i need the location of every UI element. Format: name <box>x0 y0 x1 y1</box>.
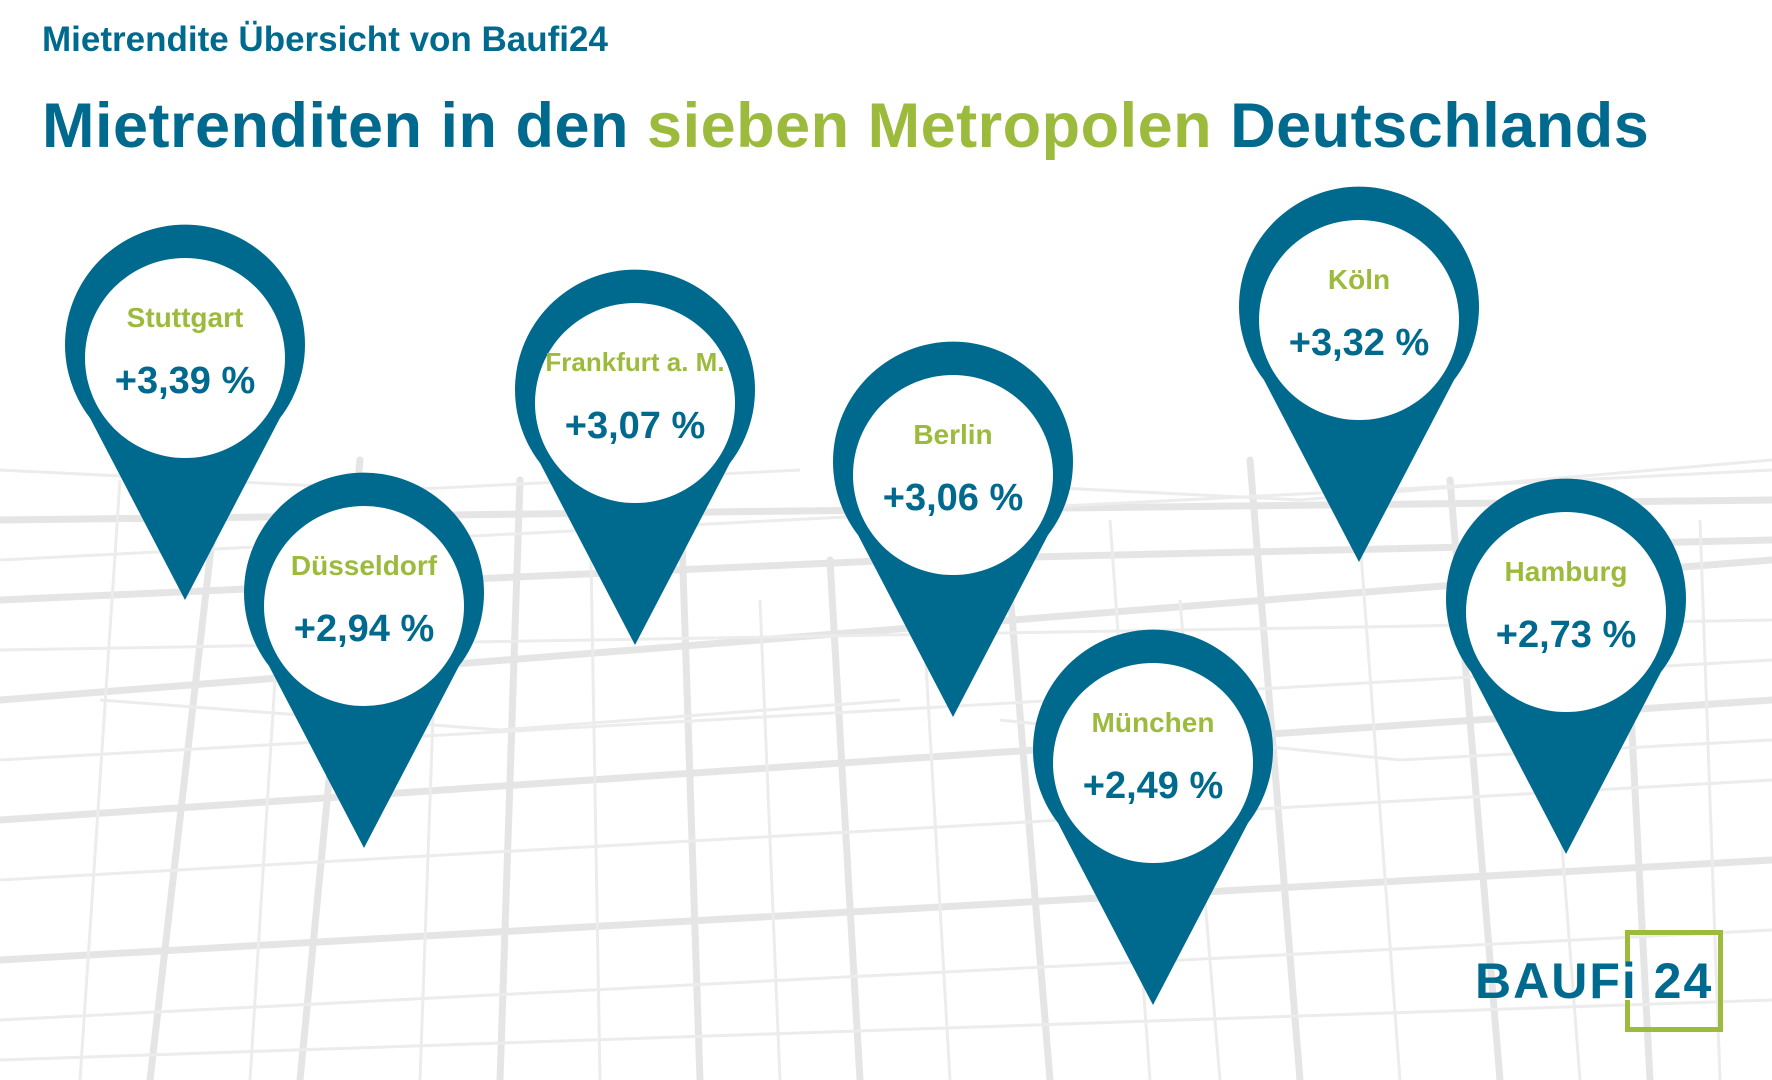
logo-frame-left-bottom <box>1625 1000 1630 1032</box>
pin-berlin: Berlin +3,06 % <box>833 341 1073 717</box>
pin-duesseldorf: Düsseldorf +2,94 % <box>244 472 484 848</box>
title-part2: Deutschlands <box>1230 91 1650 161</box>
logo-frame-left-top <box>1625 930 1630 962</box>
pin-city: Düsseldorf <box>290 550 438 581</box>
map-pin-icon <box>833 341 1073 717</box>
pin-hamburg: Hamburg +2,73 % <box>1446 478 1686 854</box>
pin-city: Frankfurt a. M. <box>545 347 725 377</box>
pin-value: +3,39 % <box>114 360 256 402</box>
logo-text: BAUFi 24 <box>1475 953 1714 1009</box>
map-pin-icon <box>65 224 305 600</box>
map-pin-icon <box>244 472 484 848</box>
title-part1: Mietrenditen in den <box>42 91 630 161</box>
baufi24-logo: BAUFi 24 <box>1475 930 1725 1035</box>
subtitle: Mietrendite Übersicht von Baufi24 <box>42 20 608 59</box>
map-pin-icon <box>1033 629 1273 1005</box>
pin-frankfurt: Frankfurt a. M. +3,07 % <box>515 269 755 645</box>
title-highlight: sieben Metropolen <box>647 91 1213 161</box>
pin-muenchen: München +2,49 % <box>1033 629 1273 1005</box>
pin-value: +3,06 % <box>882 477 1024 519</box>
pin-koeln: Köln +3,32 % <box>1239 186 1479 562</box>
pin-value: +3,32 % <box>1288 322 1430 364</box>
pin-value: +3,07 % <box>564 405 706 447</box>
map-pin-icon <box>515 269 755 645</box>
map-pin-icon <box>1239 186 1479 562</box>
pin-value: +2,49 % <box>1082 765 1224 807</box>
pin-city: Köln <box>1327 264 1391 295</box>
pin-stuttgart: Stuttgart +3,39 % <box>65 224 305 600</box>
pin-value: +2,94 % <box>293 608 435 650</box>
pin-city: München <box>1091 707 1215 738</box>
page-title: Mietrenditen in den sieben Metropolen De… <box>42 90 1649 162</box>
pin-city: Hamburg <box>1504 556 1628 587</box>
pin-value: +2,73 % <box>1495 614 1637 656</box>
pin-city: Stuttgart <box>126 302 244 333</box>
logo-frame <box>1625 930 1723 1032</box>
map-pin-icon <box>1446 478 1686 854</box>
pin-city: Berlin <box>913 419 993 450</box>
